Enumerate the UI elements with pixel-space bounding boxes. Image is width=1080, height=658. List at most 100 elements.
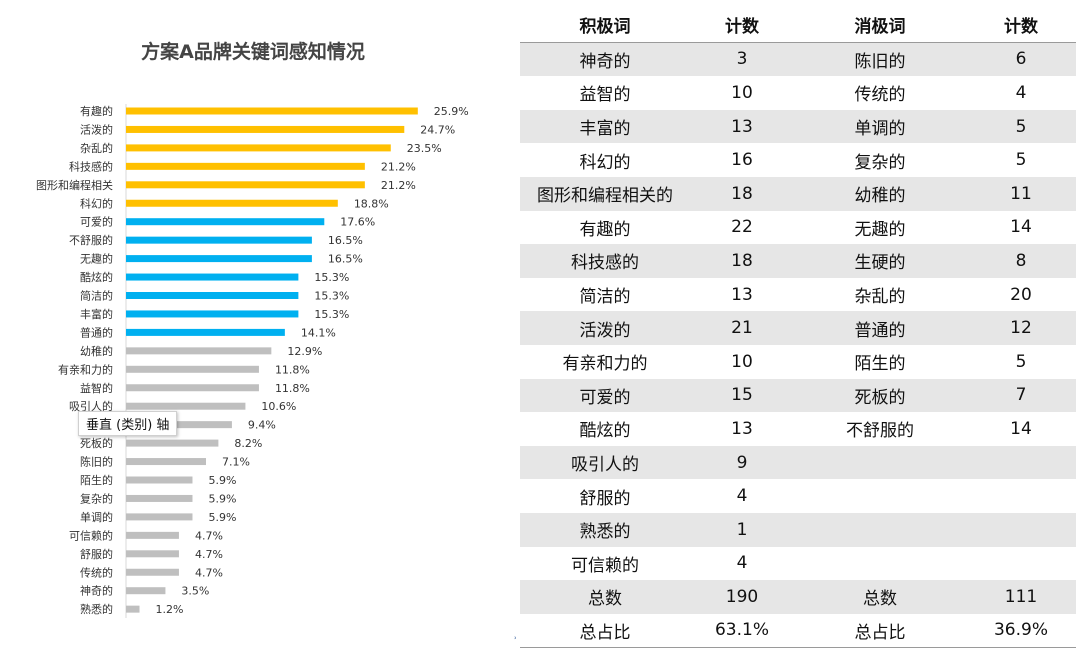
keyword-count-table: 积极词 计数 消极词 计数 神奇的 3 陈旧的 6 益智的 10 传统的 4 丰富的 13 单调的 5… bbox=[520, 8, 1076, 649]
negative-count-cell: 12 bbox=[966, 311, 1076, 345]
data-label: 7.1% bbox=[222, 456, 250, 469]
bar bbox=[126, 292, 299, 299]
data-label: 24.7% bbox=[420, 123, 455, 136]
bar bbox=[126, 550, 179, 558]
negative-count-cell: 11 bbox=[966, 176, 1076, 211]
data-label: 5.9% bbox=[208, 511, 236, 524]
table-row: 简洁的 13 杂乱的 20 bbox=[520, 277, 1076, 312]
category-label: 死板的 bbox=[80, 436, 113, 450]
positive-word-cell: 吸引人的 bbox=[520, 445, 690, 480]
table-row: 舒服的 4 bbox=[520, 479, 1076, 513]
negative-count-cell bbox=[966, 479, 1076, 513]
negative-count-cell: 6 bbox=[966, 42, 1076, 77]
positive-word-cell: 神奇的 bbox=[520, 42, 690, 77]
negative-count-cell bbox=[966, 512, 1076, 547]
negative-count-cell: 5 bbox=[966, 143, 1076, 177]
category-label: 科幻的 bbox=[80, 196, 113, 210]
negative-word-cell: 幼稚的 bbox=[794, 176, 966, 211]
data-label: 1.2% bbox=[156, 603, 184, 616]
data-label: 14.1% bbox=[301, 326, 336, 339]
table-row: 总占比 63.1% 总占比 36.9% bbox=[520, 613, 1076, 649]
bar bbox=[126, 494, 193, 502]
positive-count-cell: 18 bbox=[690, 244, 794, 278]
bar bbox=[126, 125, 405, 133]
table-row: 丰富的 13 单调的 5 bbox=[520, 109, 1076, 144]
data-label: 21.2% bbox=[381, 179, 416, 192]
category-label: 神奇的 bbox=[80, 584, 113, 598]
negative-word-cell: 不舒服的 bbox=[794, 412, 966, 446]
bar-series: 有趣的 25.9% 活泼的 24.7% 杂乱的 23.5% 科技感的 21.2% 图形和编程相关… bbox=[36, 104, 469, 616]
negative-word-cell: 陈旧的 bbox=[794, 42, 966, 77]
positive-count-cell: 4 bbox=[690, 479, 794, 513]
category-label: 无趣的 bbox=[80, 252, 113, 266]
bar bbox=[126, 384, 259, 392]
table-row: 科技感的 18 生硬的 8 bbox=[520, 244, 1076, 278]
negative-word-cell: 杂乱的 bbox=[794, 277, 966, 312]
positive-count-cell: 21 bbox=[690, 311, 794, 345]
positive-count-cell: 13 bbox=[690, 412, 794, 446]
positive-count-cell: 1 bbox=[690, 512, 794, 547]
table-row: 熟悉的 1 bbox=[520, 512, 1076, 547]
positive-word-cell: 科幻的 bbox=[520, 143, 690, 177]
bar bbox=[126, 568, 179, 576]
positive-word-cell: 可信赖的 bbox=[520, 546, 690, 581]
positive-word-cell: 简洁的 bbox=[520, 277, 690, 312]
data-label: 15.3% bbox=[314, 308, 349, 321]
data-label: 11.8% bbox=[275, 382, 310, 395]
bar bbox=[126, 328, 285, 336]
corner-mark: ʾ bbox=[514, 636, 518, 647]
bar bbox=[126, 255, 312, 263]
bar bbox=[126, 273, 299, 281]
category-label: 不舒服的 bbox=[69, 233, 113, 247]
positive-count-cell: 15 bbox=[690, 378, 794, 413]
data-label: 4.7% bbox=[195, 548, 223, 561]
positive-count-cell: 13 bbox=[690, 109, 794, 144]
positive-count-cell: 190 bbox=[690, 580, 794, 614]
negative-count-cell bbox=[966, 445, 1076, 480]
data-label: 5.9% bbox=[208, 492, 236, 505]
bar bbox=[126, 144, 391, 152]
negative-count-cell: 14 bbox=[966, 412, 1076, 446]
negative-word-cell bbox=[794, 512, 966, 547]
negative-count-cell: 7 bbox=[966, 378, 1076, 413]
category-label: 科技感的 bbox=[69, 159, 113, 173]
negative-count-cell: 111 bbox=[966, 580, 1076, 614]
data-label: 5.9% bbox=[208, 474, 236, 487]
bar bbox=[126, 107, 418, 115]
data-label: 17.6% bbox=[340, 216, 375, 229]
data-label: 25.9% bbox=[434, 105, 469, 118]
negative-word-cell bbox=[794, 479, 966, 513]
bar bbox=[126, 402, 246, 410]
bar bbox=[126, 347, 272, 355]
chart-canvas: 方案A品牌关键词感知情况 有趣的 25.9% 活泼的 24.7% 杂乱的 23.5% 科技感… bbox=[36, 40, 469, 618]
negative-count-cell: 14 bbox=[966, 210, 1076, 245]
data-label: 10.6% bbox=[261, 400, 296, 413]
data-label: 23.5% bbox=[407, 142, 442, 155]
data-label: 16.5% bbox=[328, 253, 363, 266]
data-label: 12.9% bbox=[287, 345, 322, 358]
positive-count-cell: 3 bbox=[690, 42, 794, 77]
bar bbox=[126, 365, 259, 373]
category-label: 普通的 bbox=[80, 325, 113, 339]
category-label: 幼稚的 bbox=[80, 344, 113, 358]
negative-word-cell bbox=[794, 546, 966, 581]
bar bbox=[126, 218, 325, 226]
header-positive-word: 积极词 bbox=[520, 8, 690, 43]
table-row: 吸引人的 9 bbox=[520, 445, 1076, 480]
negative-word-cell: 普通的 bbox=[794, 311, 966, 345]
data-label: 11.8% bbox=[275, 363, 310, 376]
bar bbox=[126, 587, 166, 595]
bar bbox=[126, 513, 193, 521]
positive-count-cell: 10 bbox=[690, 344, 794, 379]
bar bbox=[126, 531, 179, 539]
negative-count-cell: 20 bbox=[966, 277, 1076, 312]
category-label: 熟悉的 bbox=[80, 602, 113, 616]
category-label: 单调的 bbox=[80, 510, 113, 524]
positive-word-cell: 总占比 bbox=[520, 613, 690, 649]
positive-count-cell: 13 bbox=[690, 277, 794, 312]
negative-count-cell: 5 bbox=[966, 344, 1076, 379]
category-label: 可信赖的 bbox=[69, 528, 113, 542]
negative-word-cell: 生硬的 bbox=[794, 244, 966, 278]
table-row: 益智的 10 传统的 4 bbox=[520, 76, 1076, 110]
bar bbox=[126, 199, 338, 207]
